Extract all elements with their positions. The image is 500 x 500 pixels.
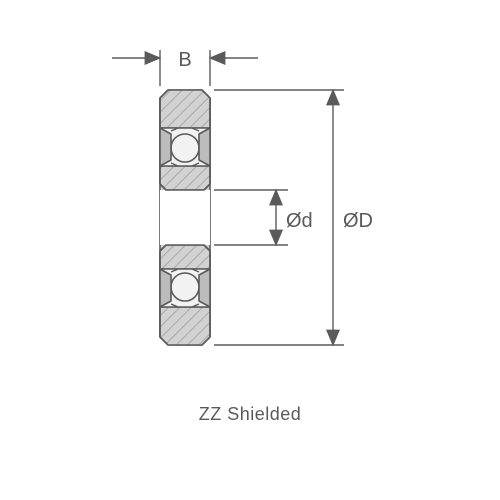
diagram-svg: B ØD Ød <box>0 0 500 500</box>
label-OD: ØD <box>343 210 373 232</box>
bore-gap <box>160 190 210 245</box>
bearing-diagram: B ØD Ød ZZ Shielded <box>0 0 500 500</box>
inner-race-bottom <box>160 245 210 269</box>
ball-bottom <box>171 273 199 301</box>
inner-race-top <box>160 166 210 190</box>
shield-top <box>160 128 210 166</box>
bearing-section <box>160 90 210 345</box>
outer-race-top <box>160 90 210 128</box>
ball-top <box>171 134 199 162</box>
label-d: Ød <box>286 210 313 232</box>
label-B: B <box>178 49 191 71</box>
outer-race-bottom <box>160 307 210 345</box>
caption: ZZ Shielded <box>0 404 500 425</box>
dimension-d <box>214 190 288 245</box>
shield-bottom <box>160 269 210 307</box>
dimension-OD <box>214 90 344 345</box>
